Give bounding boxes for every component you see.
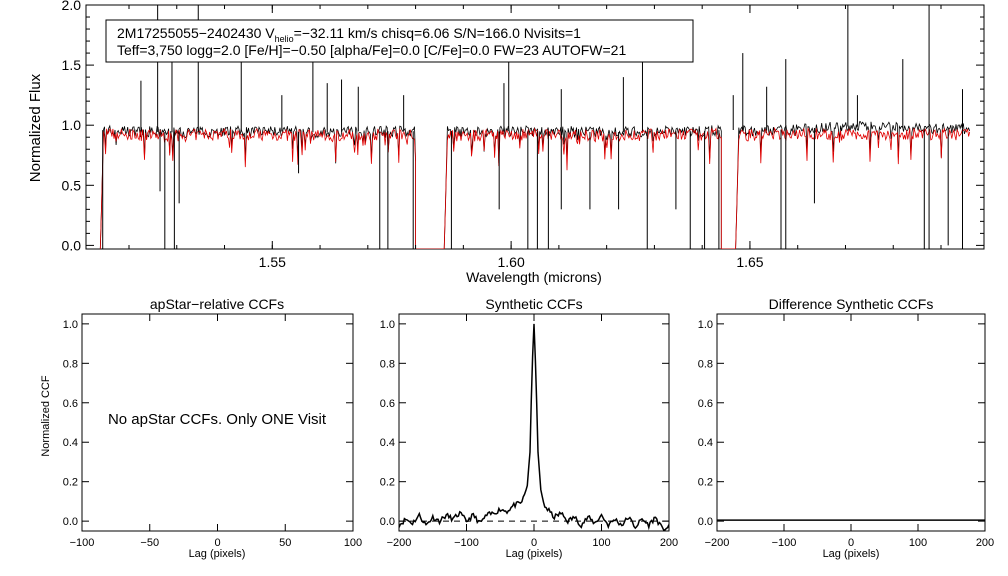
x-tick-label: 1.60	[497, 254, 524, 270]
x-tick-label: −50	[140, 537, 159, 549]
model-spectrum-line	[99, 126, 971, 249]
x-tick-label: 200	[660, 537, 678, 549]
y-tick-label: 0.8	[63, 358, 78, 370]
difference-ccf-x-label: Lag (pixels)	[823, 548, 880, 560]
x-tick-label: −100	[772, 537, 797, 549]
y-tick-label: 0.8	[380, 358, 395, 370]
y-tick-label: 1.0	[62, 117, 82, 133]
y-tick-label: 0.0	[380, 516, 395, 528]
y-tick-label: 0.4	[380, 437, 395, 449]
y-tick-label: 1.5	[62, 57, 82, 73]
difference-ccf-frame	[716, 313, 986, 532]
apstar-ccf-panel: apStar−relative CCFs No apStar CCFs. Onl…	[40, 296, 362, 560]
difference-ccf-ticks: −200 −100 0 100 200 0.0 0.2 0.4 0.6 0.8 1.0	[698, 314, 994, 549]
y-tick-label: 0.6	[380, 398, 395, 410]
x-tick-label: 1.65	[736, 254, 763, 270]
x-tick-label: 200	[976, 537, 994, 549]
spectrum-x-label: Wavelength (microns)	[466, 269, 602, 285]
y-tick-label: 0.5	[62, 177, 82, 193]
synthetic-ccf-panel: Synthetic CCFs Lag (pixels) −200 −100 0 100…	[380, 296, 678, 560]
x-tick-label: 100	[909, 537, 927, 549]
apstar-ccf-message: No apStar CCFs. Only ONE Visit	[108, 411, 327, 428]
x-tick-label: −100	[70, 537, 95, 549]
y-tick-label: 0.6	[63, 398, 78, 410]
y-tick-label: 0.0	[62, 237, 82, 253]
y-tick-label: 0.2	[698, 477, 713, 489]
spectrum-x-ticks: 1.55 1.60 1.65	[128, 5, 942, 270]
apstar-ccf-title: apStar−relative CCFs	[150, 296, 284, 312]
difference-ccf-panel: Difference Synthetic CCFs Lag (pixels) −…	[698, 296, 994, 560]
y-tick-label: 0.0	[63, 516, 78, 528]
spectrum-frame	[85, 4, 985, 250]
x-tick-label: 0	[848, 537, 854, 549]
synthetic-ccf-curve	[399, 323, 669, 531]
spectrum-header-box	[105, 19, 694, 63]
apstar-ccf-x-label: Lag (pixels)	[189, 548, 246, 560]
x-tick-label: 100	[592, 537, 610, 549]
x-tick-label: 0	[531, 537, 537, 549]
header-line-1: 2M17255055−2402430 Vhelio=−32.11 km/s ch…	[117, 25, 581, 44]
synthetic-ccf-frame	[398, 313, 670, 532]
x-tick-label: 100	[344, 537, 362, 549]
y-tick-label: 2.0	[62, 0, 82, 13]
x-tick-label: −200	[705, 537, 730, 549]
spectrum-y-ticks: 0.0 0.5 1.0 1.5 2.0	[62, 0, 984, 253]
y-tick-label: 1.0	[380, 319, 395, 331]
y-tick-label: 0.4	[63, 437, 78, 449]
y-tick-label: 0.4	[698, 437, 713, 449]
difference-ccf-title: Difference Synthetic CCFs	[769, 296, 934, 312]
y-tick-label: 0.0	[698, 516, 713, 528]
x-tick-label: −100	[454, 537, 479, 549]
x-tick-label: 50	[279, 537, 291, 549]
synthetic-ccf-ticks: −200 −100 0 100 200 0.0 0.2 0.4 0.6 0.8 1.0	[380, 314, 678, 549]
header-line-2: Teff=3,750 logg=2.0 [Fe/H]=−0.50 [alpha/…	[117, 42, 626, 58]
synthetic-ccf-title: Synthetic CCFs	[485, 296, 582, 312]
y-tick-label: 0.8	[698, 358, 713, 370]
y-tick-label: 0.2	[63, 477, 78, 489]
x-tick-label: 0	[214, 537, 220, 549]
spectrum-panel: 0.0 0.5 1.0 1.5 2.0 1.55 1.60 1.65 2M17255055−…	[27, 0, 985, 285]
x-tick-label: 1.55	[259, 254, 286, 270]
x-tick-label: −200	[387, 537, 412, 549]
apstar-ccf-y-label: Normalized CCF	[40, 375, 52, 457]
y-tick-label: 0.6	[698, 398, 713, 410]
y-tick-label: 1.0	[63, 319, 78, 331]
y-tick-label: 0.2	[380, 477, 395, 489]
synthetic-ccf-x-label: Lag (pixels)	[506, 548, 563, 560]
spectrum-y-label: Normalized Flux	[27, 73, 44, 182]
apstar-ccf-ticks: −100 −50 0 50 100 0.0 0.2 0.4 0.6 0.8 1.0	[63, 314, 362, 549]
y-tick-label: 1.0	[698, 319, 713, 331]
